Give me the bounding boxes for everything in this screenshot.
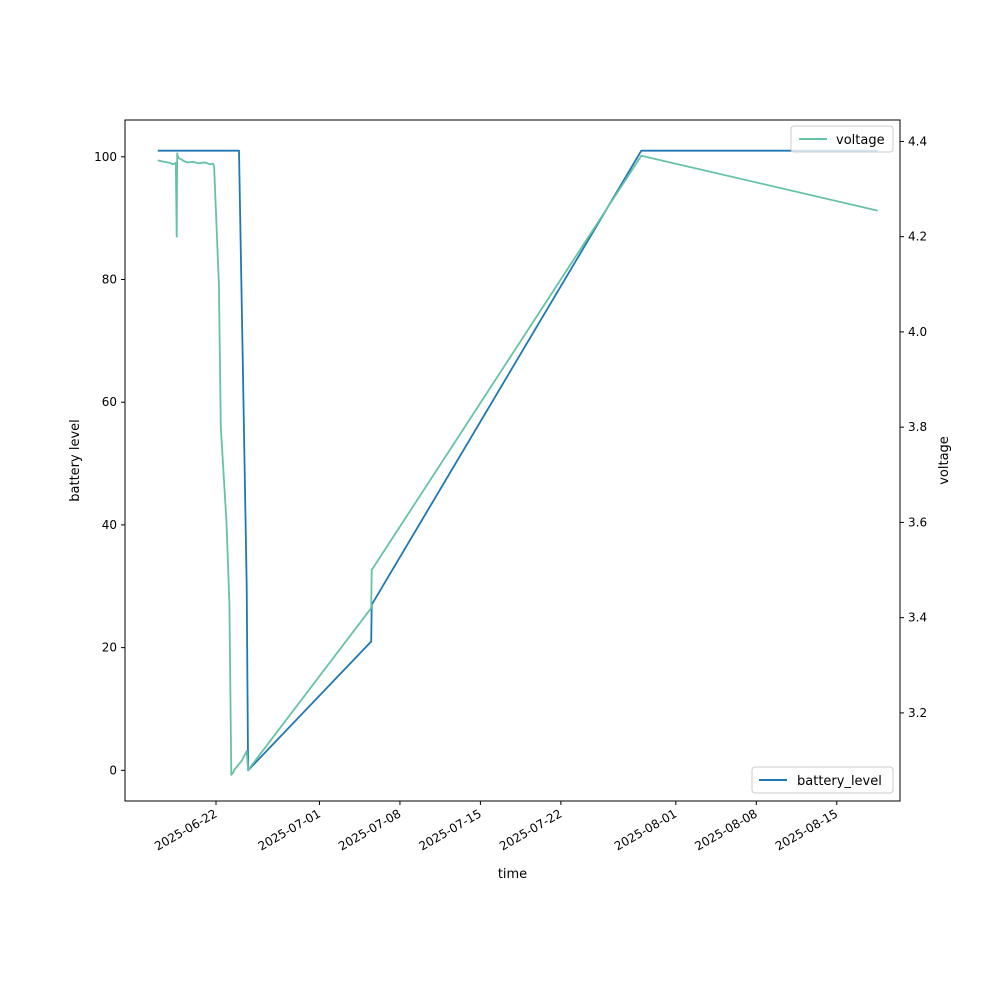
left-y-tick-label: 20 [102,641,117,655]
right-y-tick-label: 3.8 [908,420,927,434]
left-y-tick-label: 80 [102,273,117,287]
right-y-tick-label: 3.6 [908,515,927,529]
left-y-axis-label: battery level [68,419,83,502]
left-y-tick-label: 60 [102,395,117,409]
right-y-axis: 3.2 3.4 3.6 3.8 4.0 4.2 4.4 [900,134,927,720]
legend-voltage: voltage [790,125,894,153]
legend-battery-level: battery_level [751,766,894,794]
right-y-tick-label: 4.4 [908,134,927,148]
right-y-tick-label: 3.4 [908,611,927,625]
left-y-axis: 0 20 40 60 80 100 [94,150,125,777]
right-y-tick-label: 4.2 [908,230,927,244]
series-layer [157,149,878,776]
legend-voltage-label: voltage [836,133,885,148]
left-y-tick-label: 100 [94,150,117,164]
left-y-tick-label: 40 [102,518,117,532]
right-y-tick-label: 3.2 [908,706,927,720]
legend-battery-level-box [751,766,894,794]
left-y-tick-label: 0 [109,763,117,777]
series-line-voltage [157,152,878,776]
legend-battery-level-label: battery_level [797,774,882,789]
plot-frame [124,119,901,802]
right-y-axis-label: voltage [937,436,952,485]
x-axis-label: time [498,867,527,882]
legend-voltage-box [790,125,894,153]
right-y-tick-label: 4.0 [908,325,927,339]
